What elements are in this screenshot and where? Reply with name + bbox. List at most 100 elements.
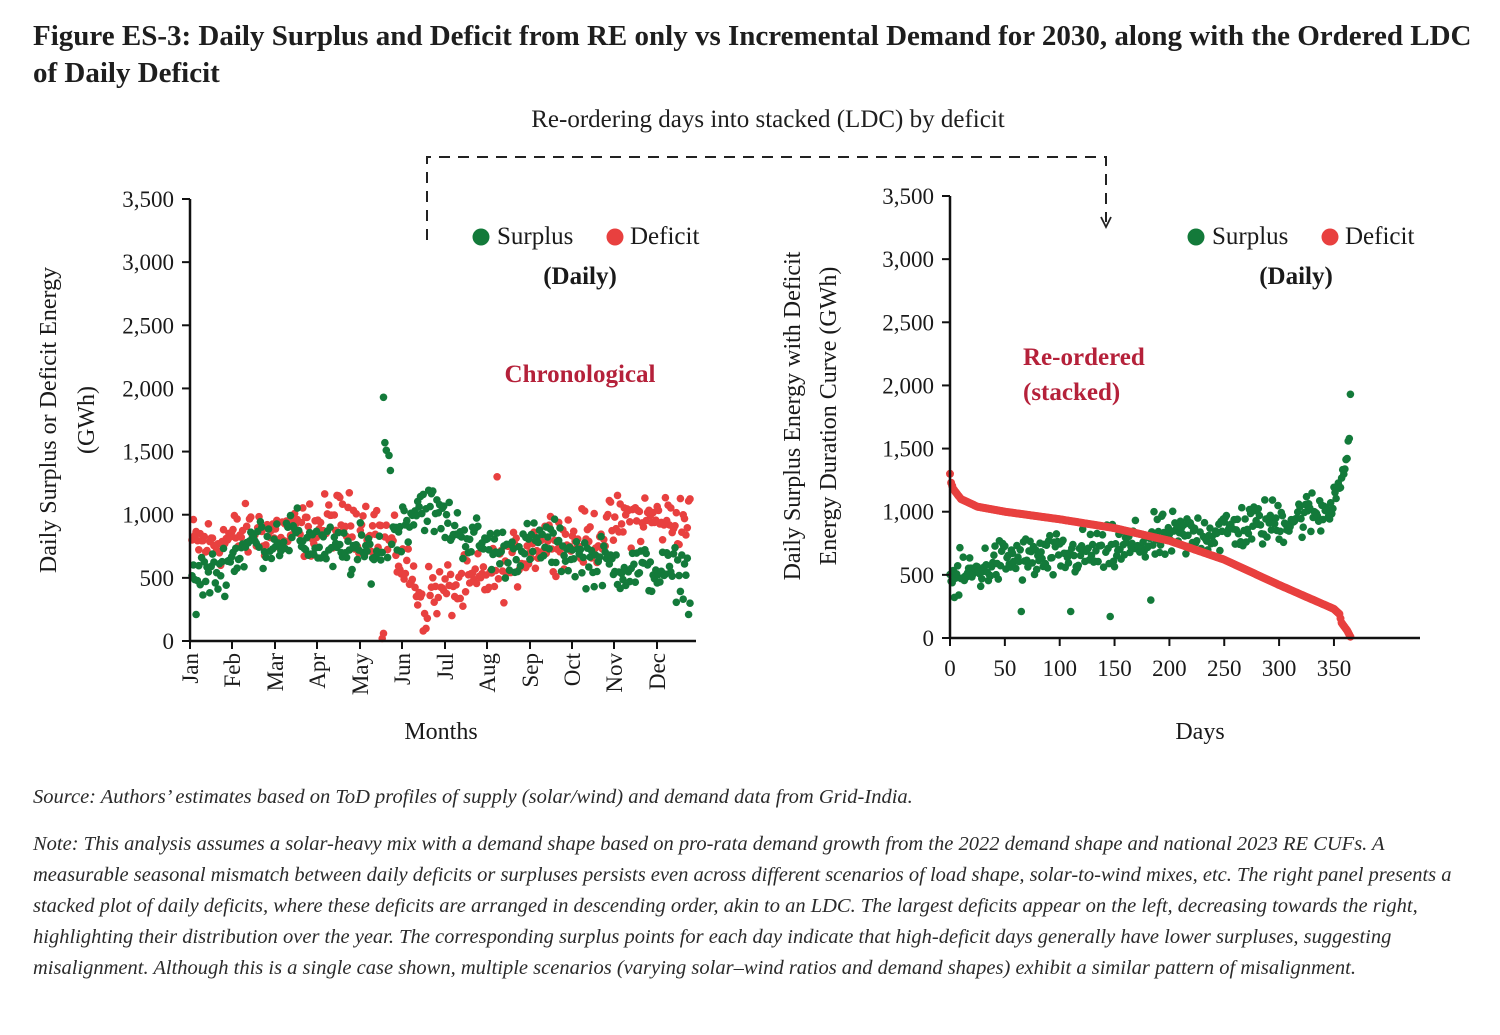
surplus-point xyxy=(1307,527,1315,536)
legend-surplus-label: Surplus xyxy=(1212,223,1288,250)
left-legend: Surplus Deficit (Daily) xyxy=(472,223,699,290)
deficit-point xyxy=(325,501,333,509)
right-x-tick-label: 50 xyxy=(993,656,1016,681)
surplus-point xyxy=(1345,434,1354,443)
surplus-point xyxy=(383,553,392,562)
surplus-point xyxy=(669,550,678,558)
surplus-point xyxy=(459,554,467,563)
surplus-point xyxy=(959,553,967,561)
left-scatter-points xyxy=(188,393,694,643)
deficit-point xyxy=(552,572,560,581)
surplus-point xyxy=(956,543,964,552)
surplus-point xyxy=(965,554,974,562)
surplus-point xyxy=(273,520,281,528)
surplus-point xyxy=(1066,607,1075,616)
surplus-point xyxy=(1194,514,1202,522)
arrow-down-icon xyxy=(1100,216,1112,230)
surplus-point xyxy=(208,550,217,558)
deficit-point xyxy=(242,522,251,531)
surplus-point xyxy=(545,545,553,553)
deficit-point xyxy=(442,589,451,598)
surplus-point xyxy=(236,554,244,563)
surplus-point xyxy=(676,587,685,596)
deficit-point xyxy=(564,516,572,524)
deficit-point xyxy=(408,575,417,584)
legend-surplus-marker xyxy=(1187,228,1205,246)
surplus-point xyxy=(684,610,693,619)
deficit-point xyxy=(459,602,467,610)
surplus-point xyxy=(978,575,986,583)
surplus-point xyxy=(646,558,655,566)
surplus-point xyxy=(1167,547,1176,555)
surplus-point xyxy=(593,567,601,576)
surplus-point xyxy=(336,540,344,549)
surplus-point xyxy=(214,585,222,593)
surplus-point xyxy=(353,555,362,564)
deficit-point xyxy=(320,490,329,498)
deficit-point xyxy=(411,583,419,592)
surplus-point xyxy=(1164,523,1173,532)
surplus-point xyxy=(1302,492,1311,501)
surplus-point xyxy=(1016,546,1024,554)
deficit-point xyxy=(362,502,370,511)
surplus-point xyxy=(445,498,454,507)
surplus-point xyxy=(444,519,452,527)
surplus-point xyxy=(1255,511,1264,520)
surplus-point xyxy=(255,543,263,551)
deficit-point xyxy=(424,562,433,571)
surplus-point xyxy=(672,598,681,607)
surplus-point xyxy=(1131,516,1140,525)
surplus-point xyxy=(442,510,451,519)
figure-title: Figure ES-3: Daily Surplus and Deficit f… xyxy=(33,20,1472,89)
surplus-point xyxy=(218,557,226,566)
surplus-point xyxy=(319,533,328,541)
surplus-point xyxy=(415,503,423,511)
surplus-point xyxy=(377,556,385,564)
left-y-tick-label: 1,000 xyxy=(122,503,174,528)
deficit-point xyxy=(372,506,381,515)
deficit-point xyxy=(682,531,690,539)
deficit-point xyxy=(303,513,311,522)
surplus-point xyxy=(1244,529,1253,538)
surplus-point xyxy=(631,578,640,586)
surplus-point xyxy=(344,537,352,545)
surplus-point xyxy=(348,565,356,574)
surplus-point xyxy=(1268,496,1277,504)
surplus-point xyxy=(196,580,204,589)
surplus-point xyxy=(626,577,634,586)
surplus-point xyxy=(375,532,384,540)
surplus-point xyxy=(1150,507,1158,516)
reordered-annotation-line1: Re-ordered xyxy=(1023,344,1145,371)
surplus-point xyxy=(379,393,388,402)
surplus-point xyxy=(1298,533,1306,542)
deficit-point xyxy=(418,590,426,598)
surplus-point xyxy=(1141,553,1150,561)
right-x-tick-label: 200 xyxy=(1152,656,1187,681)
deficit-point xyxy=(472,579,481,588)
deficit-point xyxy=(636,537,645,546)
surplus-point xyxy=(420,526,429,535)
surplus-point xyxy=(1279,538,1288,547)
left-y-tick-label: 2,000 xyxy=(122,376,174,401)
legend-subtitle: (Daily) xyxy=(1259,263,1333,290)
surplus-point xyxy=(490,535,499,543)
left-x-tick-label: Aug xyxy=(475,653,500,693)
surplus-point xyxy=(534,538,542,547)
surplus-point xyxy=(204,568,213,576)
surplus-point xyxy=(423,517,432,526)
surplus-point xyxy=(557,567,566,576)
surplus-point xyxy=(1049,571,1057,579)
deficit-point xyxy=(237,533,246,542)
surplus-point xyxy=(1193,537,1201,545)
legend-deficit-label: Deficit xyxy=(630,223,699,250)
surplus-point xyxy=(378,548,387,557)
right-x-tick-label: 0 xyxy=(944,656,956,681)
surplus-point xyxy=(195,561,203,570)
surplus-point xyxy=(367,580,376,588)
surplus-point xyxy=(1233,515,1242,524)
right-x-axis-title: Days xyxy=(1175,719,1224,745)
surplus-point xyxy=(1017,607,1026,616)
deficit-point xyxy=(409,562,418,570)
surplus-point xyxy=(1106,612,1114,621)
deficit-point xyxy=(683,524,692,532)
